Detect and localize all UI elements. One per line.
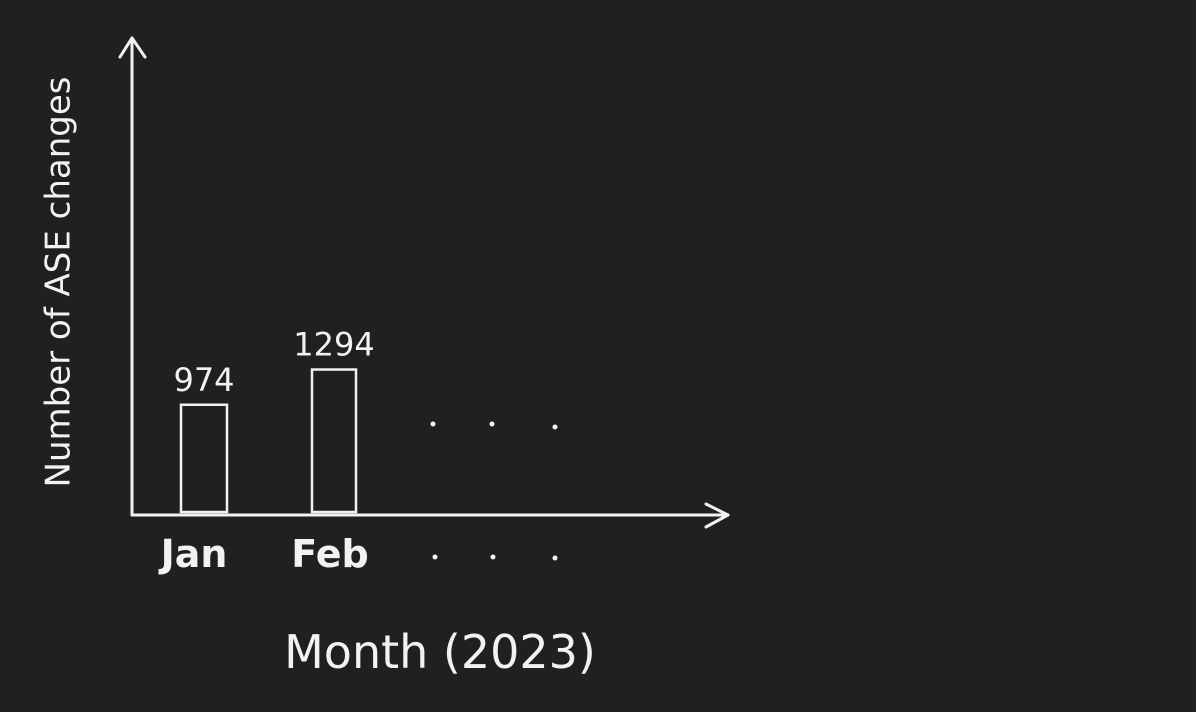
continuation-dot [552, 555, 558, 561]
bar-feb [310, 368, 358, 514]
value-label-feb: 1294 [293, 326, 374, 364]
value-labels-group: 974 1294 [173, 326, 374, 399]
tick-continuation-dots [432, 554, 558, 561]
bars-group [179, 368, 358, 514]
y-axis-arrowhead [118, 36, 147, 59]
continuation-dot [489, 421, 495, 427]
continuation-dot [432, 554, 438, 560]
continuation-dot [552, 424, 558, 430]
bar-continuation-dots [430, 421, 558, 430]
bar-jan [179, 403, 229, 514]
tick-labels-group: Jan Feb [158, 532, 369, 576]
x-axis-arrowhead [704, 502, 730, 529]
continuation-dot [490, 554, 496, 560]
value-label-jan: 974 [173, 361, 234, 399]
tick-label-feb: Feb [291, 532, 368, 576]
y-axis-title: Number of ASE changes [39, 77, 79, 488]
x-axis-title: Month (2023) [284, 625, 596, 679]
tick-label-jan: Jan [158, 532, 228, 576]
continuation-dot [430, 421, 436, 427]
